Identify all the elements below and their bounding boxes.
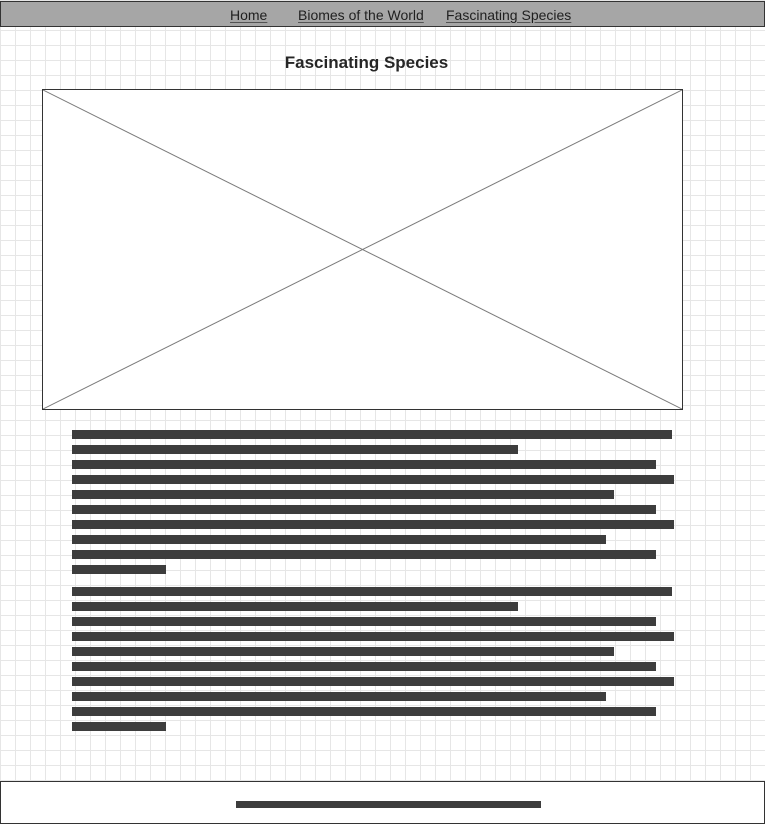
- text-line-placeholder: [72, 475, 674, 484]
- top-navigation-bar: Home Biomes of the World Fascinating Spe…: [0, 1, 765, 27]
- nav-link-home[interactable]: Home: [230, 7, 268, 23]
- text-line-placeholder: [72, 535, 606, 544]
- text-line-placeholder: [72, 677, 674, 686]
- footer-text-placeholder: [236, 801, 541, 808]
- text-line-placeholder: [72, 632, 674, 641]
- nav-link-fascinating-species[interactable]: Fascinating Species: [446, 7, 572, 23]
- text-line-placeholder: [72, 460, 656, 469]
- text-line-placeholder: [72, 602, 518, 611]
- page-title: Fascinating Species: [284, 53, 449, 72]
- nav-link-biomes-of-the-world[interactable]: Biomes of the World: [298, 7, 424, 23]
- text-line-placeholder: [72, 550, 656, 559]
- text-line-placeholder: [72, 617, 656, 626]
- image-placeholder: [42, 89, 683, 410]
- text-line-placeholder: [72, 692, 606, 701]
- text-line-placeholder: [72, 662, 656, 671]
- footer: [0, 781, 765, 824]
- text-line-placeholder: [72, 587, 672, 596]
- text-line-placeholder: [72, 490, 614, 499]
- text-line-placeholder: [72, 707, 656, 716]
- text-line-placeholder: [72, 565, 166, 574]
- image-placeholder-icon: [43, 90, 682, 409]
- text-line-placeholder: [72, 520, 674, 529]
- text-line-placeholder: [72, 505, 656, 514]
- text-line-placeholder: [72, 722, 166, 731]
- text-line-placeholder: [72, 647, 614, 656]
- text-line-placeholder: [72, 430, 672, 439]
- text-line-placeholder: [72, 445, 518, 454]
